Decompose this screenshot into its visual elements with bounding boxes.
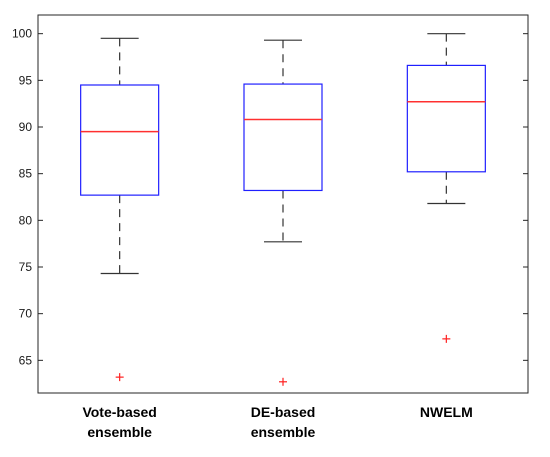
iqr-box xyxy=(406,64,486,173)
iqr-box xyxy=(243,83,323,192)
y-tick-label: 100 xyxy=(12,27,32,41)
y-tick-label: 80 xyxy=(19,213,33,227)
x-category-label: NWELM xyxy=(420,404,473,420)
y-axis-ticks: 65 70 75 80 85 90 95 100 xyxy=(12,27,528,367)
y-tick-label: 65 xyxy=(19,353,33,367)
box-group xyxy=(406,33,486,343)
outlier-marker xyxy=(115,373,124,382)
box-group xyxy=(243,39,323,386)
y-tick-label: 85 xyxy=(19,167,33,181)
box-group xyxy=(80,37,160,382)
x-axis-category-labels: Vote-based ensemble DE-based ensemble NWELM xyxy=(82,404,472,440)
x-category-label: DE-based ensemble xyxy=(251,404,316,440)
outlier-marker xyxy=(442,334,451,343)
y-tick-label: 75 xyxy=(19,260,33,274)
y-tick-label: 70 xyxy=(19,307,33,321)
y-tick-label: 90 xyxy=(19,120,33,134)
x-category-label: Vote-based ensemble xyxy=(82,404,156,440)
iqr-box xyxy=(80,84,160,196)
box-series xyxy=(80,33,486,386)
outlier-marker xyxy=(279,377,287,386)
y-tick-label: 95 xyxy=(19,73,33,87)
